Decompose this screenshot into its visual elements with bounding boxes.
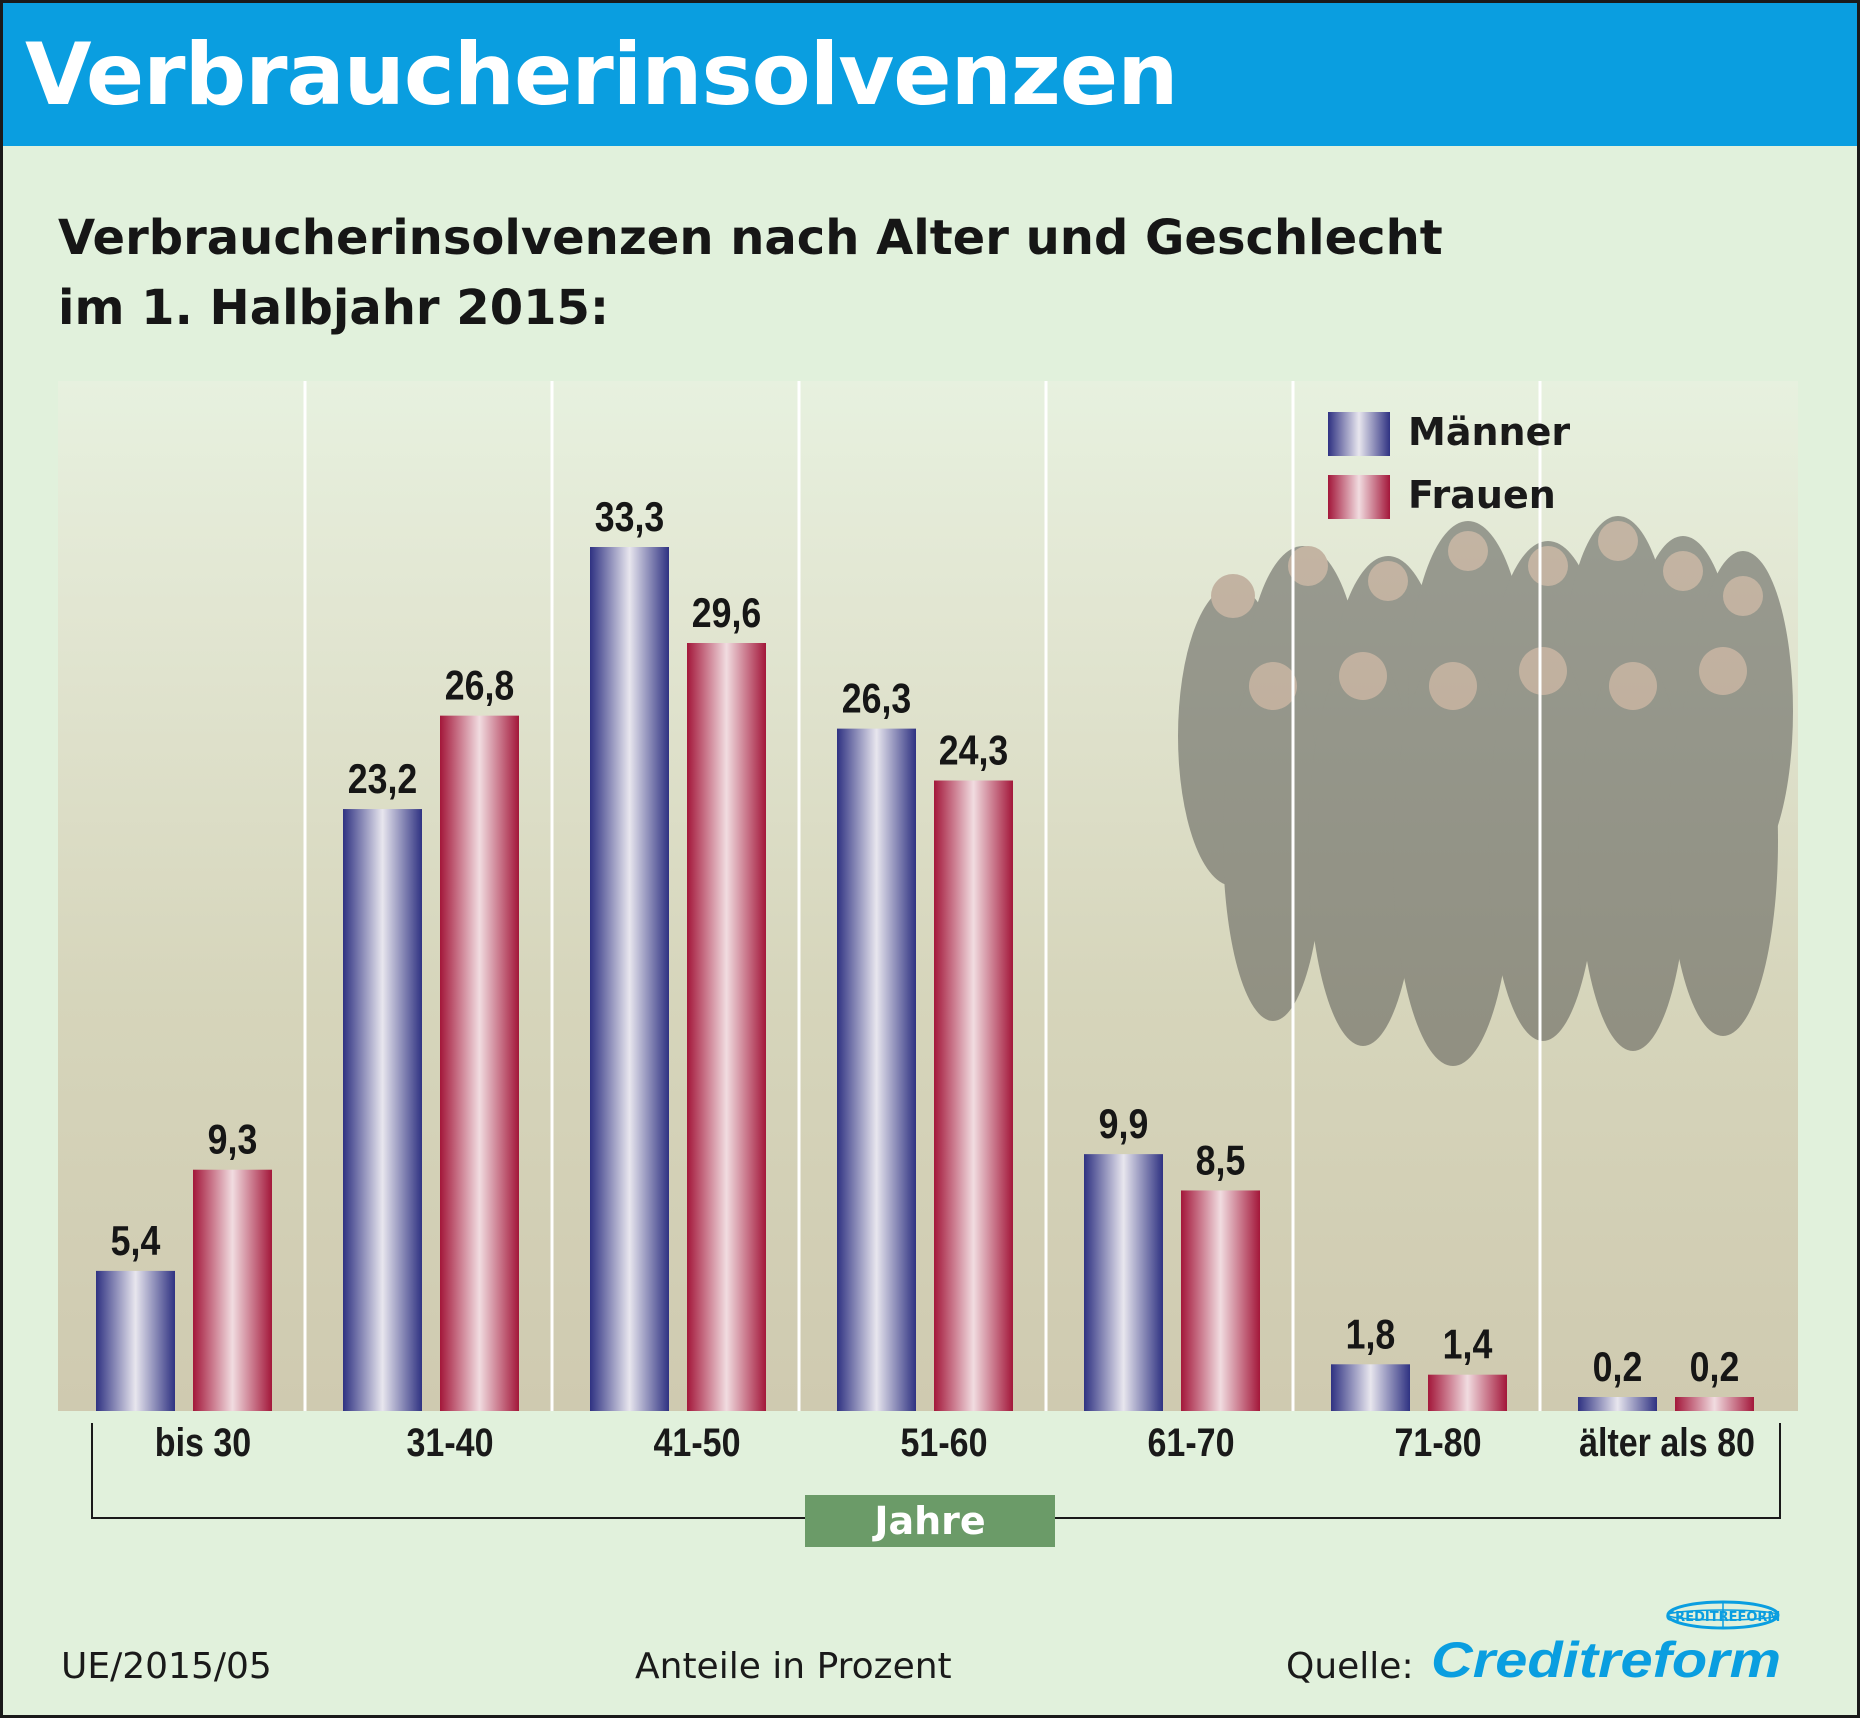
bar-maenner bbox=[590, 547, 669, 1411]
legend-swatch-frauen bbox=[1328, 475, 1390, 519]
data-label-maenner: 23,2 bbox=[348, 756, 417, 802]
legend-label-frauen: Frauen bbox=[1408, 473, 1556, 517]
data-label-maenner: 9,9 bbox=[1099, 1101, 1149, 1147]
bar-maenner bbox=[837, 728, 916, 1411]
bar-frauen bbox=[1675, 1397, 1754, 1411]
creditreform-logo: CREDITREFORM Creditreform bbox=[1431, 1600, 1781, 1688]
data-label-frauen: 29,6 bbox=[692, 590, 761, 636]
bar-maenner bbox=[96, 1270, 175, 1411]
bar-frauen bbox=[687, 643, 766, 1411]
x-tick-label: älter als 80 bbox=[1579, 1421, 1755, 1465]
svg-text:Creditreform: Creditreform bbox=[1431, 1632, 1781, 1688]
title-bar: Verbraucherinsolvenzen bbox=[3, 3, 1857, 146]
bar-maenner bbox=[1578, 1397, 1657, 1411]
footer-source-label: Quelle: bbox=[1286, 1646, 1414, 1687]
x-tick-label: 31-40 bbox=[406, 1421, 494, 1465]
data-label-maenner: 1,8 bbox=[1346, 1312, 1396, 1358]
data-label-maenner: 33,3 bbox=[595, 494, 664, 540]
data-label-frauen: 9,3 bbox=[208, 1117, 258, 1163]
data-label-frauen: 24,3 bbox=[939, 728, 1008, 774]
data-label-maenner: 0,2 bbox=[1593, 1344, 1643, 1390]
bar-maenner bbox=[1331, 1364, 1410, 1411]
svg-text:CREDITREFORM: CREDITREFORM bbox=[1666, 1610, 1781, 1625]
bar-frauen bbox=[1181, 1190, 1260, 1411]
footer-unit-note: Anteile in Prozent bbox=[635, 1646, 952, 1687]
subtitle-line-1: Verbraucherinsolvenzen nach Alter und Ge… bbox=[58, 210, 1443, 266]
bar-maenner bbox=[1084, 1154, 1163, 1411]
chart-subtitle: Verbraucherinsolvenzen nach Alter und Ge… bbox=[58, 203, 1443, 343]
x-tick-label: 71-80 bbox=[1394, 1421, 1482, 1465]
bar-frauen bbox=[193, 1169, 272, 1411]
footer-code: UE/2015/05 bbox=[61, 1646, 272, 1687]
data-label-frauen: 0,2 bbox=[1690, 1344, 1740, 1390]
data-label-maenner: 5,4 bbox=[111, 1218, 161, 1264]
legend-label-maenner: Männer bbox=[1408, 410, 1571, 454]
x-tick-label: 51-60 bbox=[900, 1421, 988, 1465]
data-label-maenner: 26,3 bbox=[842, 676, 911, 722]
x-tick-label: 61-70 bbox=[1147, 1421, 1235, 1465]
x-tick-label: 41-50 bbox=[653, 1421, 741, 1465]
data-label-frauen: 1,4 bbox=[1443, 1322, 1493, 1368]
legend-swatch-maenner bbox=[1328, 412, 1390, 456]
bar-maenner bbox=[343, 809, 422, 1411]
people-group-photo bbox=[1178, 516, 1793, 1066]
page-title: Verbraucherinsolvenzen bbox=[25, 25, 1178, 125]
x-tick-label: bis 30 bbox=[154, 1421, 252, 1465]
data-label-frauen: 26,8 bbox=[445, 663, 514, 709]
plot-area: 5,4 9,3 23,2 26,8 33,3 29,6 26,3 24,3 9,9 8,5 1,8 1… bbox=[58, 381, 1798, 1411]
bar-chart: 5,4 9,3 23,2 26,8 33,3 29,6 26,3 24,3 9,9 8,5 1,8 1… bbox=[96, 381, 1754, 1411]
bar-frauen bbox=[1428, 1374, 1507, 1411]
x-axis-title: Jahre bbox=[805, 1495, 1055, 1547]
subtitle-line-2: im 1. Halbjahr 2015: bbox=[58, 280, 610, 336]
bar-frauen bbox=[934, 780, 1013, 1411]
bar-frauen bbox=[440, 715, 519, 1411]
data-label-frauen: 8,5 bbox=[1196, 1138, 1246, 1184]
